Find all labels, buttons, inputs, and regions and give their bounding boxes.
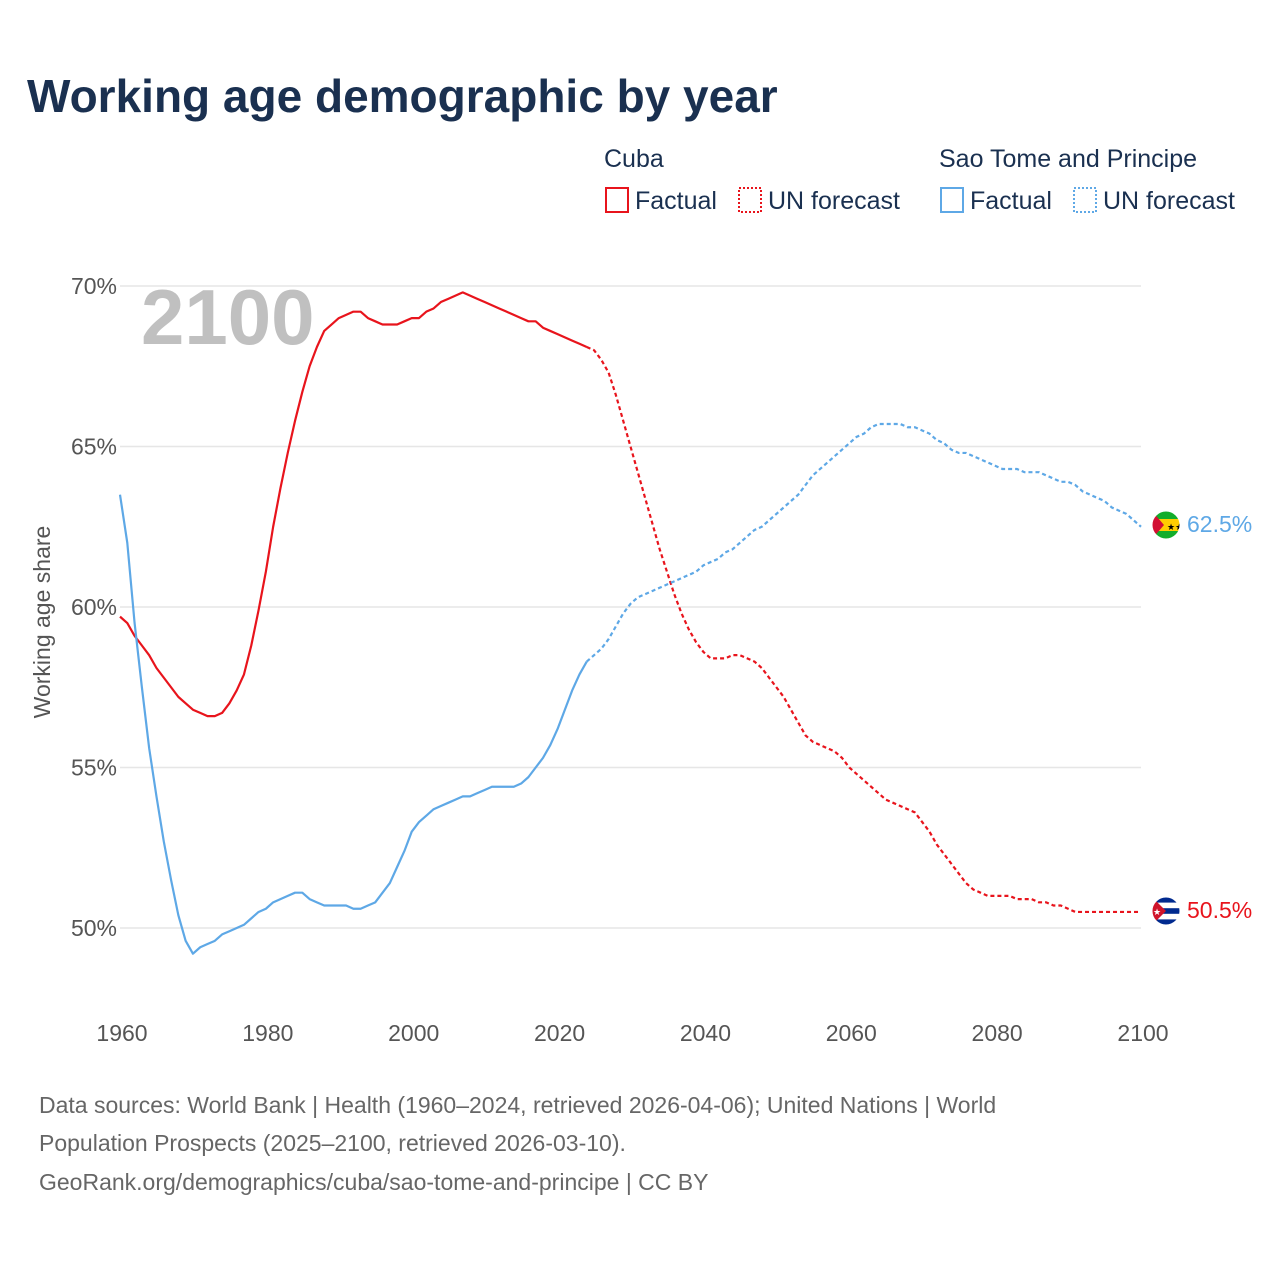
footer-source-line-1: Data sources: World Bank | Health (1960–… — [39, 1092, 996, 1118]
series-layer — [118, 291, 1142, 955]
y-tick-label: 50% — [71, 915, 117, 941]
series-line-sao-tome-and-principe-forecast[interactable] — [586, 422, 1142, 663]
end-label-cuba: 50.5% — [1187, 897, 1252, 923]
legend-swatch-sao-tome-factual[interactable] — [940, 187, 964, 213]
series-line-sao-tome-and-principe-factual[interactable] — [118, 494, 588, 955]
legend-label-cuba-factual[interactable]: Factual — [635, 187, 717, 215]
legend-swatch-cuba-factual[interactable] — [605, 187, 629, 213]
x-tick-label: 2000 — [388, 1020, 439, 1046]
y-tick-label: 65% — [71, 434, 117, 460]
year-watermark: 2100 — [141, 273, 315, 361]
legend-label-cuba-forecast[interactable]: UN forecast — [768, 187, 900, 215]
sao-tome-flag-icon: ★★ — [1152, 511, 1183, 539]
x-tick-label: 2100 — [1117, 1020, 1168, 1046]
series-line-cuba-factual[interactable] — [119, 291, 588, 718]
gridlines — [120, 285, 1141, 929]
x-tick-label: 1980 — [242, 1020, 293, 1046]
x-tick-label: 2040 — [680, 1020, 731, 1046]
footer-attribution[interactable]: GeoRank.org/demographics/cuba/sao-tome-a… — [39, 1169, 708, 1195]
svg-text:★: ★ — [1153, 908, 1161, 918]
y-axis-label: Working age share — [29, 526, 55, 719]
x-tick-label: 2060 — [826, 1020, 877, 1046]
cuba-flag-icon: ★ — [1152, 897, 1180, 925]
svg-text:★★: ★★ — [1167, 523, 1183, 533]
y-tick-label: 70% — [71, 273, 117, 299]
legend-label-sao-tome-forecast[interactable]: UN forecast — [1103, 187, 1235, 215]
legend-group-sao-tome: Sao Tome and Principe — [939, 145, 1197, 173]
end-label-sao-tome: 62.5% — [1187, 511, 1252, 537]
x-tick-label: 2080 — [972, 1020, 1023, 1046]
legend: Cuba Factual UN forecast Sao Tome and Pr… — [604, 145, 1235, 215]
footer-source-line-2: Population Prospects (2025–2100, retriev… — [39, 1130, 626, 1156]
legend-swatch-cuba-forecast[interactable] — [738, 187, 762, 213]
chart-title: Working age demographic by year — [27, 70, 778, 122]
y-tick-label: 55% — [71, 755, 117, 781]
y-tick-label: 60% — [71, 594, 117, 620]
series-line-cuba-forecast[interactable] — [586, 345, 1141, 914]
legend-label-sao-tome-factual[interactable]: Factual — [970, 187, 1052, 215]
x-axis-ticks: 1960 1980 2000 2020 2040 2060 2080 2100 — [96, 1020, 1168, 1046]
legend-group-cuba: Cuba — [604, 145, 664, 173]
x-tick-label: 2020 — [534, 1020, 585, 1046]
x-tick-label: 1960 — [96, 1020, 147, 1046]
y-axis-ticks: 50% 55% 60% 65% 70% — [71, 273, 117, 941]
legend-swatch-sao-tome-forecast[interactable] — [1073, 187, 1097, 213]
